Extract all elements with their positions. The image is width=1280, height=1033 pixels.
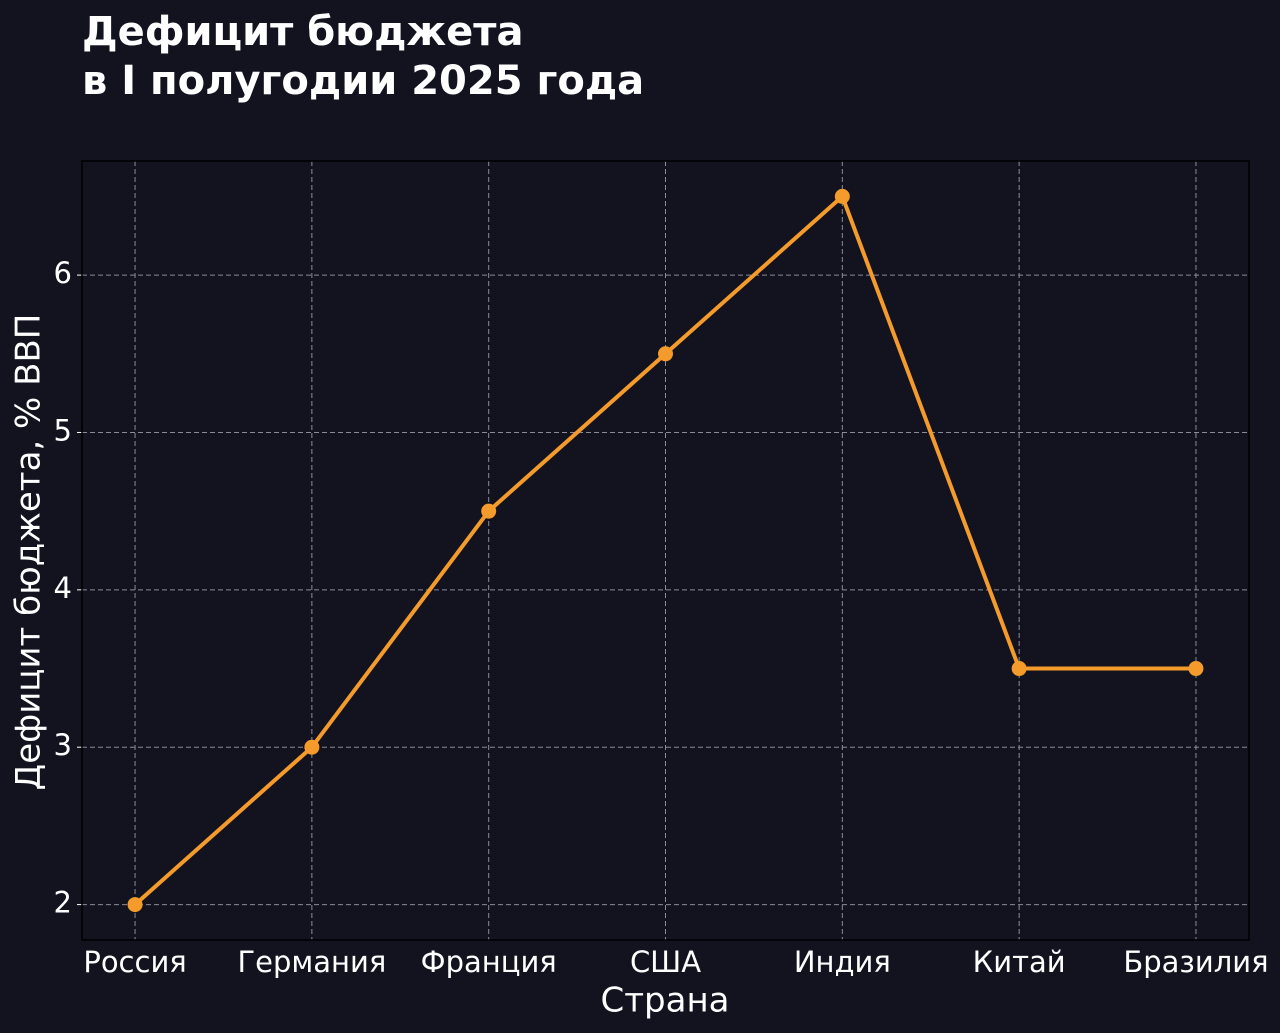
x-tick-label: США [630,945,701,979]
chart-title: в I полугодии 2025 года [82,58,644,104]
x-axis-label: Страна [600,981,729,1021]
x-tick-label: Россия [83,945,186,979]
plot-frame [81,160,1250,941]
chart-title: Дефицит бюджета [82,9,523,55]
y-axis-label: Дефицит бюджета, % ВВП [9,314,49,791]
x-tick-label: Индия [794,945,891,979]
data-point [1188,661,1204,677]
data-point [304,739,320,755]
data-point [658,346,673,362]
data-point [481,503,497,519]
data-point [1011,661,1027,677]
y-tick-label: 3 [54,728,72,762]
x-tick-label: Китай [973,945,1066,979]
data-point [834,188,850,204]
y-tick-label: 2 [54,886,72,920]
y-tick-label: 5 [54,413,72,447]
x-tick-label: Франция [421,945,557,979]
y-tick-label: 4 [54,571,72,605]
data-point [127,897,143,913]
y-tick-label: 6 [54,256,72,290]
x-tick-label: Бразилия [1123,945,1268,979]
x-tick-label: Германия [237,945,386,979]
